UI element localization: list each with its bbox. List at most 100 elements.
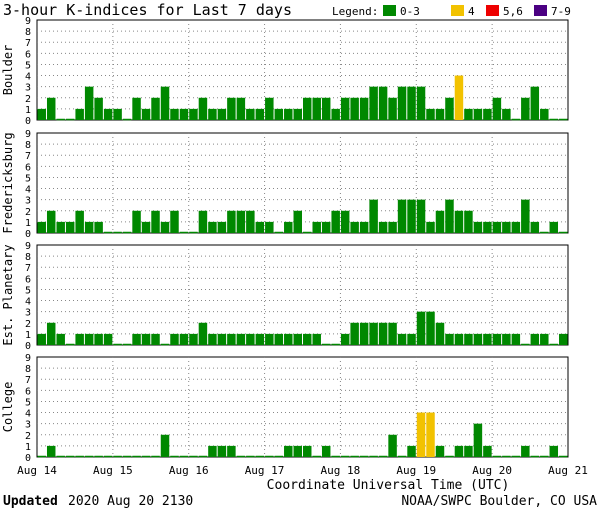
bar bbox=[151, 97, 160, 120]
y-tick-label: 8 bbox=[25, 252, 31, 263]
bar bbox=[227, 333, 236, 345]
bar bbox=[369, 199, 378, 233]
bar bbox=[293, 108, 302, 120]
bar bbox=[160, 221, 170, 233]
y-tick-label: 6 bbox=[25, 386, 31, 397]
bar bbox=[65, 221, 75, 233]
bar bbox=[312, 221, 321, 233]
bar bbox=[170, 210, 179, 233]
chart-title: 3-hour K-indices for Last 7 days bbox=[3, 1, 292, 19]
bar bbox=[151, 210, 160, 233]
y-tick-label: 7 bbox=[25, 375, 31, 386]
bar bbox=[530, 86, 540, 120]
x-tick-label: Aug 19 bbox=[396, 464, 436, 477]
bar bbox=[426, 221, 435, 233]
bar bbox=[284, 108, 293, 120]
bar bbox=[435, 210, 445, 233]
y-tick-label: 0 bbox=[25, 116, 31, 127]
bar bbox=[445, 199, 454, 233]
y-tick-label: 1 bbox=[25, 442, 31, 453]
y-tick-label: 4 bbox=[25, 185, 31, 196]
bar bbox=[75, 333, 84, 345]
bar bbox=[511, 333, 521, 345]
bar bbox=[426, 412, 435, 457]
bar bbox=[464, 210, 473, 233]
bar bbox=[521, 199, 530, 233]
bar bbox=[378, 221, 388, 233]
updated-label: Updated bbox=[3, 494, 58, 509]
bar bbox=[94, 333, 103, 345]
station-label: Boulder bbox=[1, 45, 15, 96]
bar bbox=[246, 333, 255, 345]
bar bbox=[473, 423, 483, 457]
y-tick-label: 0 bbox=[25, 453, 31, 464]
x-tick-label: Aug 14 bbox=[17, 464, 57, 477]
bar bbox=[217, 445, 227, 457]
bar bbox=[331, 210, 340, 233]
legend-label-0: 0-3 bbox=[400, 5, 420, 18]
bar bbox=[179, 108, 189, 120]
bar bbox=[189, 108, 198, 120]
bar bbox=[208, 445, 217, 457]
bar bbox=[350, 221, 359, 233]
bar bbox=[549, 221, 559, 233]
bar bbox=[464, 108, 473, 120]
bar bbox=[435, 445, 445, 457]
bar bbox=[227, 210, 236, 233]
bar bbox=[502, 333, 511, 345]
bar bbox=[284, 333, 293, 345]
y-tick-label: 7 bbox=[25, 38, 31, 49]
bar bbox=[236, 210, 246, 233]
bar bbox=[46, 210, 56, 233]
x-tick-label: Aug 18 bbox=[321, 464, 361, 477]
bar bbox=[502, 108, 511, 120]
bar bbox=[502, 221, 511, 233]
bar bbox=[75, 108, 84, 120]
bar bbox=[378, 322, 388, 345]
y-tick-label: 5 bbox=[25, 397, 31, 408]
y-tick-label: 4 bbox=[25, 72, 31, 83]
bar bbox=[426, 311, 435, 345]
bar bbox=[521, 445, 530, 457]
bar bbox=[246, 210, 255, 233]
bar bbox=[492, 333, 502, 345]
bar bbox=[265, 333, 274, 345]
bar bbox=[103, 108, 113, 120]
bar bbox=[189, 333, 198, 345]
bar bbox=[255, 333, 265, 345]
bar bbox=[132, 97, 141, 120]
bar bbox=[369, 86, 378, 120]
bar bbox=[359, 221, 369, 233]
y-tick-label: 6 bbox=[25, 49, 31, 60]
bar bbox=[312, 333, 321, 345]
bar bbox=[407, 445, 416, 457]
bar bbox=[274, 108, 284, 120]
bar bbox=[530, 221, 540, 233]
bar bbox=[473, 221, 483, 233]
bar bbox=[198, 210, 208, 233]
bar bbox=[160, 86, 170, 120]
bar bbox=[454, 75, 464, 120]
bar bbox=[132, 333, 141, 345]
bar bbox=[464, 445, 473, 457]
panels: 0123456789Boulder0123456789Fredericksbur… bbox=[1, 16, 569, 464]
x-axis-label: Coordinate Universal Time (UTC) bbox=[267, 478, 510, 493]
bar bbox=[284, 445, 293, 457]
bar bbox=[445, 97, 454, 120]
bar bbox=[217, 333, 227, 345]
y-tick-label: 9 bbox=[25, 129, 31, 140]
bar bbox=[416, 412, 426, 457]
bar bbox=[84, 221, 94, 233]
bar bbox=[454, 210, 464, 233]
bar bbox=[340, 333, 350, 345]
bar bbox=[454, 333, 464, 345]
y-tick-label: 2 bbox=[25, 431, 31, 442]
bar bbox=[265, 97, 274, 120]
bar bbox=[312, 97, 321, 120]
bar bbox=[483, 108, 492, 120]
bar bbox=[426, 108, 435, 120]
bar bbox=[350, 322, 359, 345]
bar bbox=[416, 86, 426, 120]
